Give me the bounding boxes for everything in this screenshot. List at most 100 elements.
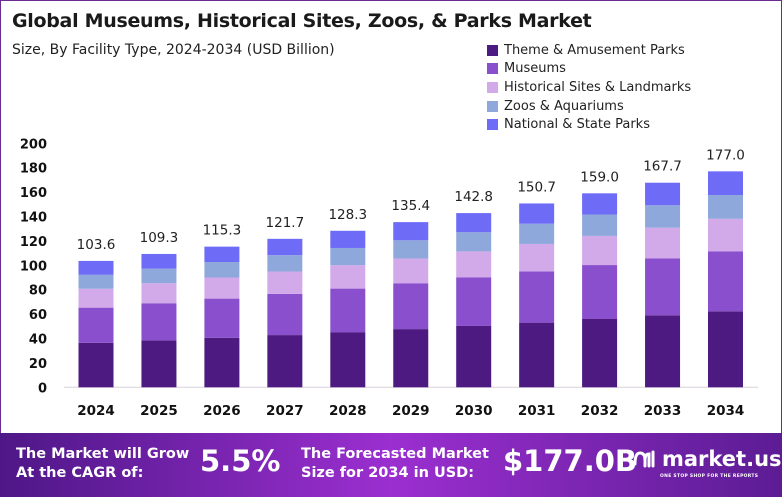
total-data-label: 109.3 xyxy=(140,230,179,246)
bar-segment-zoos-aquariums xyxy=(456,232,492,252)
bar-segment-museums xyxy=(456,277,492,326)
total-data-label: 128.3 xyxy=(328,207,367,223)
bar-segment-theme-amusement-parks xyxy=(519,322,555,388)
bar-segment-museums xyxy=(267,293,303,336)
y-tick-label: 80 xyxy=(29,284,47,299)
bar-segment-theme-amusement-parks xyxy=(393,329,429,388)
total-data-label: 159.0 xyxy=(580,169,619,185)
x-tick-label: 2031 xyxy=(518,403,556,419)
bar-segment-theme-amusement-parks xyxy=(141,340,177,388)
brand-logo: market.us ONE STOP SHOP FOR THE REPORTS xyxy=(632,447,782,479)
bar-segment-zoos-aquariums xyxy=(582,214,618,236)
bar-segment-theme-amusement-parks xyxy=(456,325,492,388)
legend: Theme & Amusement Parks Museums Historic… xyxy=(487,41,691,134)
forecast-label-line: Size for 2034 in USD: xyxy=(301,465,475,481)
x-tick-label: 2032 xyxy=(581,403,619,419)
legend-label: National & State Parks xyxy=(504,117,650,133)
bar-segment-theme-amusement-parks xyxy=(330,332,366,388)
forecast-value: $177.0B xyxy=(503,444,638,478)
bar-segment-museums xyxy=(330,288,366,333)
x-tick-label: 2033 xyxy=(644,403,682,419)
bar-segment-zoos-aquariums xyxy=(204,262,240,278)
bar-segment-zoos-aquariums xyxy=(78,274,114,289)
bar-segment-theme-amusement-parks xyxy=(78,342,114,388)
cagr-label-line: At the CAGR of: xyxy=(16,465,144,481)
bar-segment-zoos-aquariums xyxy=(141,268,177,284)
bar-segment-zoos-aquariums xyxy=(645,205,681,228)
legend-swatch xyxy=(487,81,498,93)
bar-segment-zoos-aquariums xyxy=(519,223,555,244)
legend-label: Theme & Amusement Parks xyxy=(504,42,685,58)
bar-segment-national-state-parks xyxy=(456,213,492,233)
x-tick-label: 2026 xyxy=(203,403,241,419)
x-tick-label: 2034 xyxy=(707,403,745,419)
bar-segment-historical-sites-landmarks xyxy=(78,288,114,308)
legend-item: Theme & Amusement Parks xyxy=(487,41,691,60)
y-tick-label: 60 xyxy=(29,308,47,323)
total-data-label: 135.4 xyxy=(391,198,430,214)
bar-segment-historical-sites-landmarks xyxy=(456,251,492,278)
y-tick-label: 40 xyxy=(29,333,47,348)
y-tick-label: 100 xyxy=(20,259,47,274)
legend-swatch xyxy=(487,63,498,75)
bar-segment-historical-sites-landmarks xyxy=(645,227,681,259)
bar-segment-zoos-aquariums xyxy=(267,255,303,272)
bar-segment-historical-sites-landmarks xyxy=(141,283,177,304)
total-data-label: 121.7 xyxy=(266,215,305,231)
bar-segment-national-state-parks xyxy=(582,193,618,215)
stacked-bar-chart: 0 20 40 60 80 100 120 140 160 180 200 103.6 2024 109.… xyxy=(20,137,758,419)
x-tick-label: 2024 xyxy=(77,403,115,419)
x-tick-label: 2030 xyxy=(455,403,493,419)
bar-segment-museums xyxy=(582,265,618,319)
total-data-label: 142.8 xyxy=(454,189,493,205)
bar-segment-museums xyxy=(204,298,240,338)
bar-segment-museums xyxy=(519,271,555,323)
bar-segment-national-state-parks xyxy=(708,171,743,196)
bar-segment-theme-amusement-parks xyxy=(267,335,303,388)
bar-segment-historical-sites-landmarks xyxy=(267,271,303,294)
bar-segment-museums xyxy=(708,251,743,312)
bar-segment-theme-amusement-parks xyxy=(708,311,743,388)
bar-segment-historical-sites-landmarks xyxy=(519,243,555,272)
x-tick-label: 2025 xyxy=(140,403,178,419)
bar-segment-historical-sites-landmarks xyxy=(393,258,429,284)
legend-label: Zoos & Aquariums xyxy=(504,98,624,114)
bar-segment-national-state-parks xyxy=(519,203,555,224)
y-tick-label: 120 xyxy=(20,235,47,250)
forecast-label-line: The Forecasted Market xyxy=(301,446,489,462)
cagr-value: 5.5% xyxy=(200,444,281,478)
x-tick-label: 2027 xyxy=(266,403,304,419)
bar-segment-national-state-parks xyxy=(645,182,681,206)
bar-segment-national-state-parks xyxy=(267,238,303,256)
total-data-label: 115.3 xyxy=(203,223,242,239)
y-tick-label: 140 xyxy=(20,211,47,226)
y-tick-label: 200 xyxy=(20,137,47,152)
legend-swatch xyxy=(487,44,498,56)
footer-banner: The Market will Grow At the CAGR of: 5.5… xyxy=(0,433,782,497)
forecast-label: The Forecasted Market Size for 2034 in U… xyxy=(301,445,489,483)
legend-label: Museums xyxy=(504,61,566,77)
bar-segment-museums xyxy=(141,303,177,341)
y-tick-label: 180 xyxy=(20,162,47,177)
total-data-label: 177.0 xyxy=(706,147,745,163)
bar-segment-historical-sites-landmarks xyxy=(708,218,743,252)
bar-segment-zoos-aquariums xyxy=(708,195,743,219)
legend-item: Museums xyxy=(487,60,691,79)
bar-segment-theme-amusement-parks xyxy=(645,315,681,388)
total-data-label: 103.6 xyxy=(77,237,116,253)
bar-segment-zoos-aquariums xyxy=(393,240,429,259)
legend-item: National & State Parks xyxy=(487,115,691,134)
legend-swatch xyxy=(487,119,498,131)
bar-segment-historical-sites-landmarks xyxy=(330,265,366,289)
total-data-label: 167.7 xyxy=(643,159,682,175)
legend-item: Zoos & Aquariums xyxy=(487,97,691,116)
chart-subtitle: Size, By Facility Type, 2024-2034 (USD B… xyxy=(12,42,335,58)
bar-segment-national-state-parks xyxy=(204,246,240,263)
cagr-label: The Market will Grow At the CAGR of: xyxy=(16,445,189,483)
brand-name: market.us xyxy=(662,447,782,471)
bar-segment-museums xyxy=(393,283,429,330)
y-tick-label: 160 xyxy=(20,186,47,201)
cagr-label-line: The Market will Grow xyxy=(16,446,190,462)
bar-segment-historical-sites-landmarks xyxy=(204,277,240,299)
brand-tagline: ONE STOP SHOP FOR THE REPORTS xyxy=(660,474,759,479)
